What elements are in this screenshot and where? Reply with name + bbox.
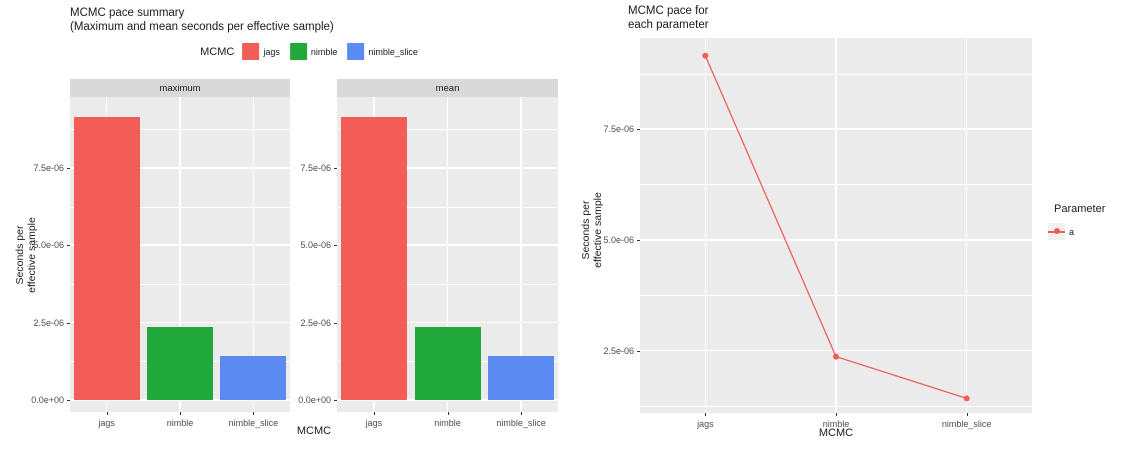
facet-strip-maximum: maximum	[70, 79, 290, 97]
x-tick-mark	[447, 412, 449, 415]
x-tick-label-nimble: nimble	[166, 418, 194, 428]
x-tick-mark	[106, 412, 108, 415]
y-tick-mark	[334, 245, 337, 247]
y-tick-mark	[67, 168, 70, 170]
x-tick-label-nimble_slice: nimble_slice	[496, 418, 546, 428]
y-tick-label: 2.5e-06	[33, 317, 64, 328]
x-tick-label-nimble: nimble	[434, 418, 461, 428]
y-tick-mark	[637, 350, 640, 352]
gridline-x-jags	[704, 38, 707, 413]
x-tick-label-nimble: nimble	[822, 419, 850, 429]
y-tick-label: 7.5e-06	[300, 163, 331, 174]
facet-strip-mean: mean	[337, 79, 558, 97]
left-chart-title: MCMC pace summary (Maximum and mean seco…	[70, 7, 334, 33]
y-tick-label: 2.5e-06	[603, 345, 634, 356]
legend-label-nimble_slice: nimble_slice	[368, 46, 418, 57]
legend-label-jags: jags	[263, 46, 280, 57]
y-tick-label: 5.0e-06	[300, 240, 331, 251]
bar-maximum-nimble_slice	[220, 355, 287, 400]
right-x-axis-title: MCMC	[818, 427, 854, 439]
gridline-x-nimble	[835, 38, 837, 413]
left-legend-title: MCMC	[200, 45, 235, 58]
x-tick-mark	[966, 413, 968, 416]
right-legend-item-a: a	[1048, 223, 1105, 240]
x-tick-label-nimble_slice: nimble_slice	[941, 419, 992, 429]
right-legend-title: Parameter	[1054, 203, 1106, 215]
y-tick-mark	[334, 168, 337, 170]
y-tick-mark	[67, 245, 70, 247]
y-tick-mark	[334, 322, 337, 324]
x-tick-label-jags: jags	[365, 418, 383, 428]
bar-maximum-nimble	[147, 326, 213, 400]
legend-swatch-nimble_slice	[347, 43, 365, 60]
bar-mean-jags	[340, 117, 407, 400]
y-tick-mark	[637, 128, 640, 130]
bar-mean-nimble_slice	[488, 355, 555, 400]
legend-swatch-jags	[242, 43, 260, 60]
bar-maximum-jags	[73, 117, 140, 400]
x-tick-label-jags: jags	[98, 418, 115, 428]
x-tick-label-nimble_slice: nimble_slice	[228, 418, 279, 428]
legend-key-line-dot-icon	[1048, 223, 1065, 240]
gridline-x-nimble_slice	[252, 97, 255, 412]
y-tick-label: 7.5e-06	[33, 163, 64, 174]
right-legend: Parameter a	[1048, 203, 1105, 240]
y-tick-label: 5.0e-06	[603, 234, 634, 245]
bar-mean-nimble	[414, 326, 481, 400]
y-tick-mark	[637, 239, 640, 241]
x-tick-mark	[180, 412, 181, 415]
gridline-x-nimble_slice	[965, 38, 968, 413]
gridline-x-nimble	[446, 97, 449, 412]
left-x-axis-title: MCMC	[296, 425, 332, 437]
y-tick-mark	[334, 399, 337, 401]
x-tick-mark	[836, 413, 837, 416]
x-tick-label-jags: jags	[697, 419, 714, 429]
legend-swatch-nimble	[289, 43, 307, 60]
gridline-x-nimble_slice	[520, 97, 522, 412]
y-tick-label: 7.5e-06	[603, 123, 634, 134]
gridline-x-nimble	[179, 97, 181, 412]
right-legend-label-a: a	[1069, 226, 1075, 237]
y-tick-label: 0.0e+00	[31, 394, 64, 405]
left-legend: MCMC jags nimble nimble_slice	[200, 43, 428, 60]
y-tick-mark	[67, 322, 70, 324]
x-tick-mark	[253, 412, 255, 415]
x-tick-mark	[373, 412, 375, 415]
y-tick-label: 5.0e-06	[33, 240, 64, 251]
y-tick-mark	[67, 399, 70, 401]
x-tick-mark	[705, 413, 707, 416]
x-tick-mark	[521, 412, 523, 415]
y-tick-label: 0.0e+00	[298, 394, 331, 405]
right-chart-title: MCMC pace for each parameter	[628, 5, 709, 31]
y-tick-label: 2.5e-06	[300, 317, 331, 328]
legend-label-nimble: nimble	[310, 46, 338, 57]
